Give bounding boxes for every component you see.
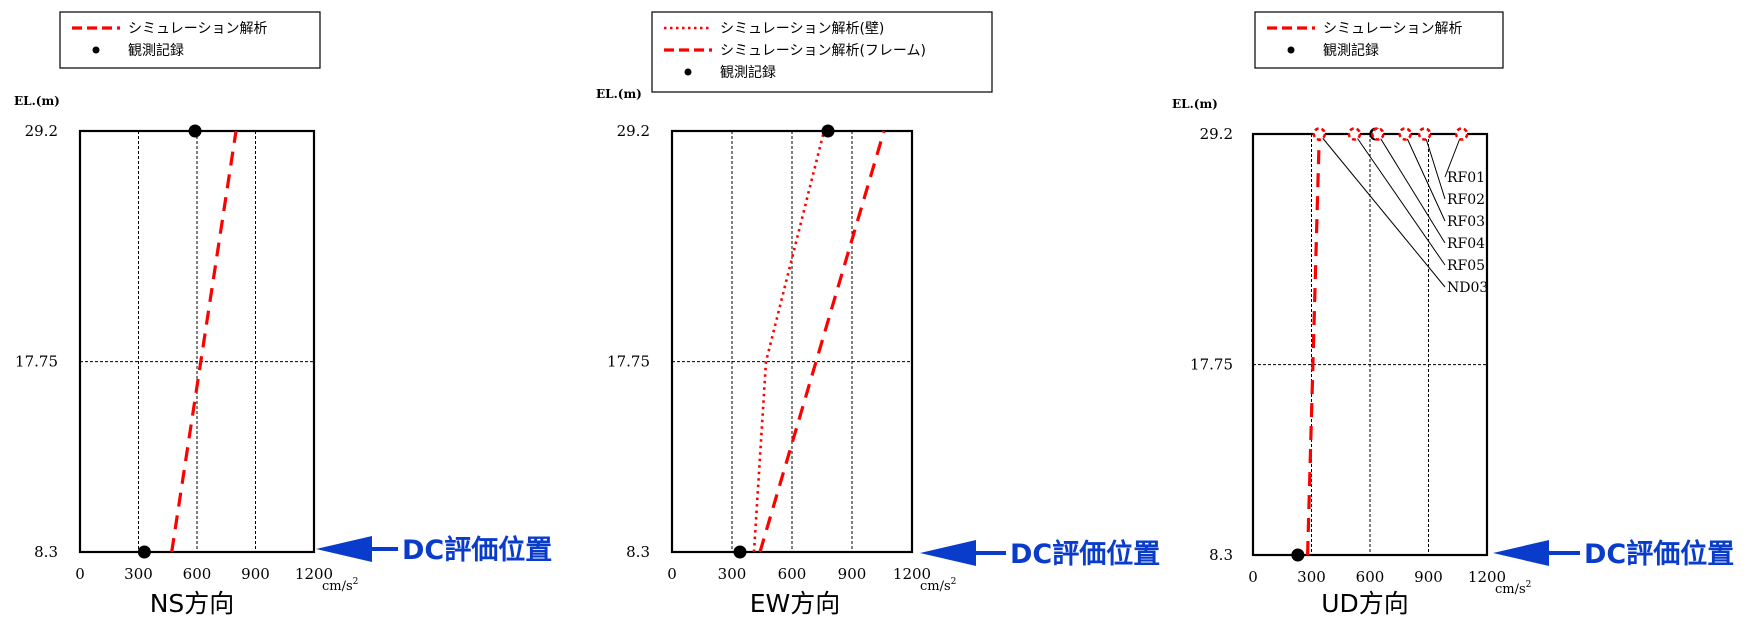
- legend-marker: [92, 46, 100, 54]
- arrow-left-icon: [1493, 540, 1549, 566]
- legend-label: シミュレーション解析(壁): [720, 21, 884, 37]
- observed-point: [821, 124, 835, 138]
- dc-position-callout: DC評価位置: [920, 538, 1160, 570]
- point-leader-line: [1377, 133, 1446, 244]
- x-tick-label: 1200: [295, 565, 333, 583]
- dc-position-callout: DC評価位置: [1493, 538, 1734, 570]
- chart-title: UD方向: [1321, 589, 1409, 618]
- legend-frame: [1254, 11, 1504, 69]
- x-tick-label: 300: [1297, 568, 1326, 586]
- x-tick-label: 1200: [893, 565, 931, 583]
- arrow-left-icon: [316, 536, 372, 562]
- y-axis-label: EL.(m): [1172, 97, 1218, 111]
- series-line: [170, 130, 238, 553]
- y-tick-label: 29.2: [25, 122, 58, 140]
- legend-marker: [684, 68, 692, 76]
- legend-marker: [1287, 46, 1295, 54]
- y-tick-label: 8.3: [626, 543, 650, 561]
- x-tick-label: 600: [1356, 568, 1385, 586]
- x-unit-label: cm/s2: [322, 577, 358, 594]
- sim-point-marker: [1371, 127, 1385, 141]
- y-tick-label: 29.2: [1200, 125, 1233, 143]
- x-tick-label: 0: [667, 565, 677, 583]
- observed-point: [1291, 548, 1305, 562]
- point-label: RF01: [1447, 170, 1485, 186]
- sim-point-marker: [1417, 127, 1432, 141]
- y-tick-label: 29.2: [617, 122, 650, 140]
- point-label: RF02: [1447, 192, 1485, 208]
- chart-title: EW方向: [750, 589, 841, 618]
- series-line: [758, 130, 886, 553]
- point-leader-line: [1404, 133, 1446, 222]
- y-tick-label: 17.75: [15, 353, 58, 371]
- x-unit-label: cm/s2: [1495, 580, 1531, 597]
- legend-label: シミュレーション解析: [128, 21, 267, 37]
- sim-point-marker: [1454, 127, 1469, 141]
- legend-label: 観測記録: [1323, 42, 1379, 59]
- legend: シミュレーション解析(壁) シミュレーション解析(フレーム) 観測記録: [651, 11, 993, 93]
- point-leader-line: [1424, 133, 1446, 200]
- series-line: [1306, 133, 1321, 556]
- point-leader-line: [1353, 133, 1446, 266]
- sim-point-marker: [1398, 127, 1412, 141]
- x-unit-label: cm/s2: [920, 577, 956, 594]
- x-tick-label: 300: [718, 565, 747, 583]
- observed-point: [733, 545, 747, 559]
- dc-position-label: DC評価位置: [402, 534, 552, 566]
- legend-label: シミュレーション解析(フレーム): [720, 43, 926, 59]
- point-label: RF05: [1447, 258, 1485, 274]
- x-tick-label: 0: [75, 565, 85, 583]
- x-tick-label: 1200: [1468, 568, 1506, 586]
- observed-point: [137, 545, 151, 559]
- y-axis-label: EL.(m): [14, 94, 60, 108]
- y-tick-label: 17.75: [1190, 356, 1233, 374]
- x-tick-label: 300: [124, 565, 153, 583]
- x-tick-label: 600: [183, 565, 212, 583]
- dc-position-label: DC評価位置: [1010, 538, 1160, 570]
- x-tick-label: 0: [1248, 568, 1258, 586]
- x-tick-label: 900: [1414, 568, 1443, 586]
- legend-frame: [59, 11, 321, 69]
- arrow-left-icon: [920, 540, 976, 566]
- point-label: ND03: [1447, 280, 1488, 296]
- point-leader-line: [1318, 133, 1446, 288]
- point-label: RF03: [1447, 214, 1485, 230]
- x-tick-label: 600: [778, 565, 807, 583]
- observed-point: [188, 124, 202, 138]
- series-line: [752, 130, 826, 553]
- legend-label: 観測記録: [720, 64, 776, 81]
- x-tick-label: 900: [838, 565, 867, 583]
- point-leader-line: [1444, 133, 1463, 178]
- sim-point-marker: [1347, 127, 1362, 141]
- legend-label: シミュレーション解析: [1323, 21, 1462, 37]
- sim-point-marker: [1312, 127, 1327, 141]
- y-axis-label: EL.(m): [596, 87, 642, 101]
- y-tick-label: 8.3: [1209, 546, 1233, 564]
- legend-frame: [651, 11, 993, 93]
- point-label: RF04: [1447, 236, 1485, 252]
- dc-position-callout: DC評価位置: [316, 534, 552, 566]
- plot-frame: [670, 129, 914, 554]
- legend-label: 観測記録: [128, 42, 184, 59]
- x-tick-label: 900: [241, 565, 270, 583]
- y-tick-label: 17.75: [607, 353, 650, 371]
- y-tick-label: 8.3: [34, 543, 58, 561]
- chart-title: NS方向: [150, 589, 235, 618]
- dc-position-label: DC評価位置: [1584, 538, 1734, 570]
